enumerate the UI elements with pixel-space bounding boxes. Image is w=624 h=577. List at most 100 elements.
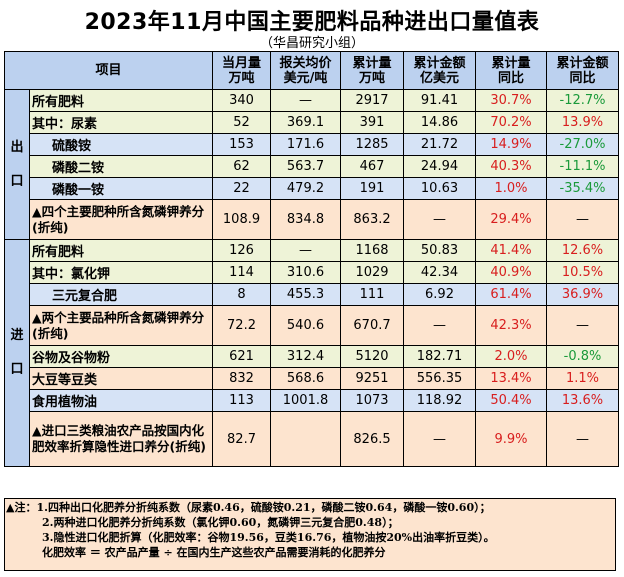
export-cell-month: 22 [212,177,272,200]
export-cell-val-yoy: 13.9% [546,111,620,134]
header-cum-value-yoy: 累计金额 同比 [546,51,620,90]
header-month-qty: 当月量 万吨 [212,51,272,90]
import-cell-value: 6.92 [403,283,477,306]
export-cell-value: — [403,199,477,240]
import-cell-val-yoy: — [546,411,620,467]
export-cell-price: 563.7 [270,155,342,178]
import-cell-val-yoy: 13.6% [546,389,620,412]
note-line-3: 3.隐性进口化肥折算（化肥效率：谷物19.56，豆类16.76，植物油按20%出… [42,531,495,544]
import-cell-value: 50.83 [403,239,477,262]
import-cell-month: 82.7 [212,411,272,467]
export-row: 磷酸二铵 62 563.7 467 24.94 40.3% -11.1% [5,155,620,178]
export-cell-qty-yoy: 1.0% [475,177,548,200]
export-cell-cum: 391 [340,111,405,134]
header-row: 项目 当月量 万吨 报关均价 美元/吨 累计量 万吨 累计金额 亿美元 累计量 同比 累计… [3,51,620,90]
import-cell-price: 540.6 [270,305,342,346]
import-cell-price: 455.3 [270,283,342,306]
export-cell-value: 24.94 [403,155,477,178]
import-cell-val-yoy: 36.9% [546,283,620,306]
import-cell-qty-yoy: 13.4% [475,367,548,390]
export-cell-qty-yoy: 70.2% [475,111,548,134]
import-row: 进口所有肥料 126—1168 50.83 41.4% 12.6% [4,239,620,467]
export-cell-val-yoy: — [546,199,620,240]
import-row: ▲两个主要品种所含氮磷钾养分(折纯) 72.2 540.6 670.7—42.3% — [5,305,620,346]
export-cell-value: 21.72 [403,133,477,156]
export-section-label: 出口 [4,89,30,240]
import-row: 谷物及谷物粉 621 312.4 5120 182.71 2.0% -0.8% [5,345,620,368]
import-cell-name: ▲进口三类粮油农产品按国内化肥效率折算隐性进口养分(折纯) [28,411,214,467]
import-cell-month: 72.2 [212,305,272,346]
import-row: 大豆等豆类 832 568.6 9251 556.35 13.4% 1.1% [5,367,620,390]
import-cell-qty-yoy: 50.4% [475,389,548,412]
export-cell-qty-yoy: 40.3% [475,155,548,178]
import-cell-name: 食用植物油 [28,389,214,412]
export-cell-value: 91.41 [403,89,477,112]
import-cell-qty-yoy: 9.9% [475,411,548,467]
import-cell-cum: 9251 [340,367,405,390]
trade-table: 项目 当月量 万吨 报关均价 美元/吨 累计量 万吨 累计金额 亿美元 累计量 同比 累计… [3,51,620,467]
import-cell-value: 118.92 [403,389,477,412]
export-cell-price: 171.6 [270,133,342,156]
export-cell-month: 52 [212,111,272,134]
export-cell-qty-yoy: 29.4% [475,199,548,240]
export-cell-cum: 863.2 [340,199,405,240]
import-section-label: 进口 [4,239,30,467]
notes-box: ▲注：1.四种出口化肥养分折纯系数（尿素0.46，硫酸铵0.21，磷酸二铵0.6… [4,498,616,571]
page-title: 2023年11月中国主要肥料品种进出口量值表 [84,10,540,35]
import-row: 食用植物油 113 1001.8 1073 118.92 50.4% 13.6% [5,389,620,412]
import-cell-price [270,411,342,467]
export-cell-month: 340 [212,89,272,112]
import-cell-qty-yoy: 42.3% [475,305,548,346]
import-cell-month: 8 [212,283,272,306]
import-cell-price: — [270,239,342,262]
import-cell-month: 113 [212,389,272,412]
import-cell-val-yoy: 10.5% [546,261,620,284]
export-cell-cum: 2917 [340,89,405,112]
export-cell-cum: 191 [340,177,405,200]
import-cell-name: 所有肥料 [28,239,214,262]
export-cell-month: 108.9 [212,199,272,240]
export-cell-name: 所有肥料 [28,89,214,112]
import-cell-cum: 670.7 [340,305,405,346]
import-cell-qty-yoy: 61.4% [475,283,548,306]
import-cell-val-yoy: 12.6% [546,239,620,262]
export-row: 硫酸铵 153 171.6 1285 21.72 14.9% -27.0% [5,133,620,156]
import-cell-value: — [403,411,477,467]
import-cell-price: 312.4 [270,345,342,368]
import-cell-name: 三元复合肥 [28,283,214,306]
import-cell-cum: 1073 [340,389,405,412]
import-cell-name: 其中：氯化钾 [28,261,214,284]
import-cell-price: 310.6 [270,261,342,284]
import-row: 其中：氯化钾 114 310.6 1029 42.34 40.9% 10.5% [5,261,620,284]
header-cum-qty: 累计量 万吨 [340,51,405,90]
export-row: 出口所有肥料 340—2917 91.41 30.7% -12.7% [4,89,620,240]
note-line-2: 2.两种进口化肥养分折纯系数（氯化钾0.60，氮磷钾三元复合肥0.48）； [42,516,399,529]
export-row: 其中：尿素 52 369.1 391 14.86 70.2% 13.9% [5,111,620,134]
import-cell-cum: 111 [340,283,405,306]
export-cell-price: — [270,89,342,112]
export-row: ▲四个主要肥种所含氮磷钾养分(折纯) 108.9 834.8 863.2—29.4% — [5,199,620,240]
header-cum-qty-yoy: 累计量 同比 [475,51,548,90]
export-cell-value: 10.63 [403,177,477,200]
export-cell-price: 479.2 [270,177,342,200]
import-cell-month: 832 [212,367,272,390]
export-cell-qty-yoy: 30.7% [475,89,548,112]
export-cell-name: ▲四个主要肥种所含氮磷钾养分(折纯) [28,199,214,240]
header-cum-value: 累计金额 亿美元 [403,51,477,90]
import-cell-cum: 826.5 [340,411,405,467]
import-cell-val-yoy: — [546,305,620,346]
import-cell-value: 182.71 [403,345,477,368]
export-cell-qty-yoy: 14.9% [475,133,548,156]
export-cell-name: 磷酸二铵 [28,155,214,178]
export-cell-price: 369.1 [270,111,342,134]
import-cell-qty-yoy: 40.9% [475,261,548,284]
import-row: ▲进口三类粮油农产品按国内化肥效率折算隐性进口养分(折纯) 82.7 826.5—9… [5,411,620,467]
page-subtitle: （华昌研究小组） [259,36,364,51]
export-cell-cum: 1285 [340,133,405,156]
import-cell-qty-yoy: 2.0% [475,345,548,368]
import-cell-qty-yoy: 41.4% [475,239,548,262]
note-line-1: ▲注：1.四种出口化肥养分折纯系数（尿素0.46，硫酸铵0.21，磷酸二铵0.6… [6,501,491,514]
import-cell-price: 568.6 [270,367,342,390]
import-cell-cum: 1168 [340,239,405,262]
